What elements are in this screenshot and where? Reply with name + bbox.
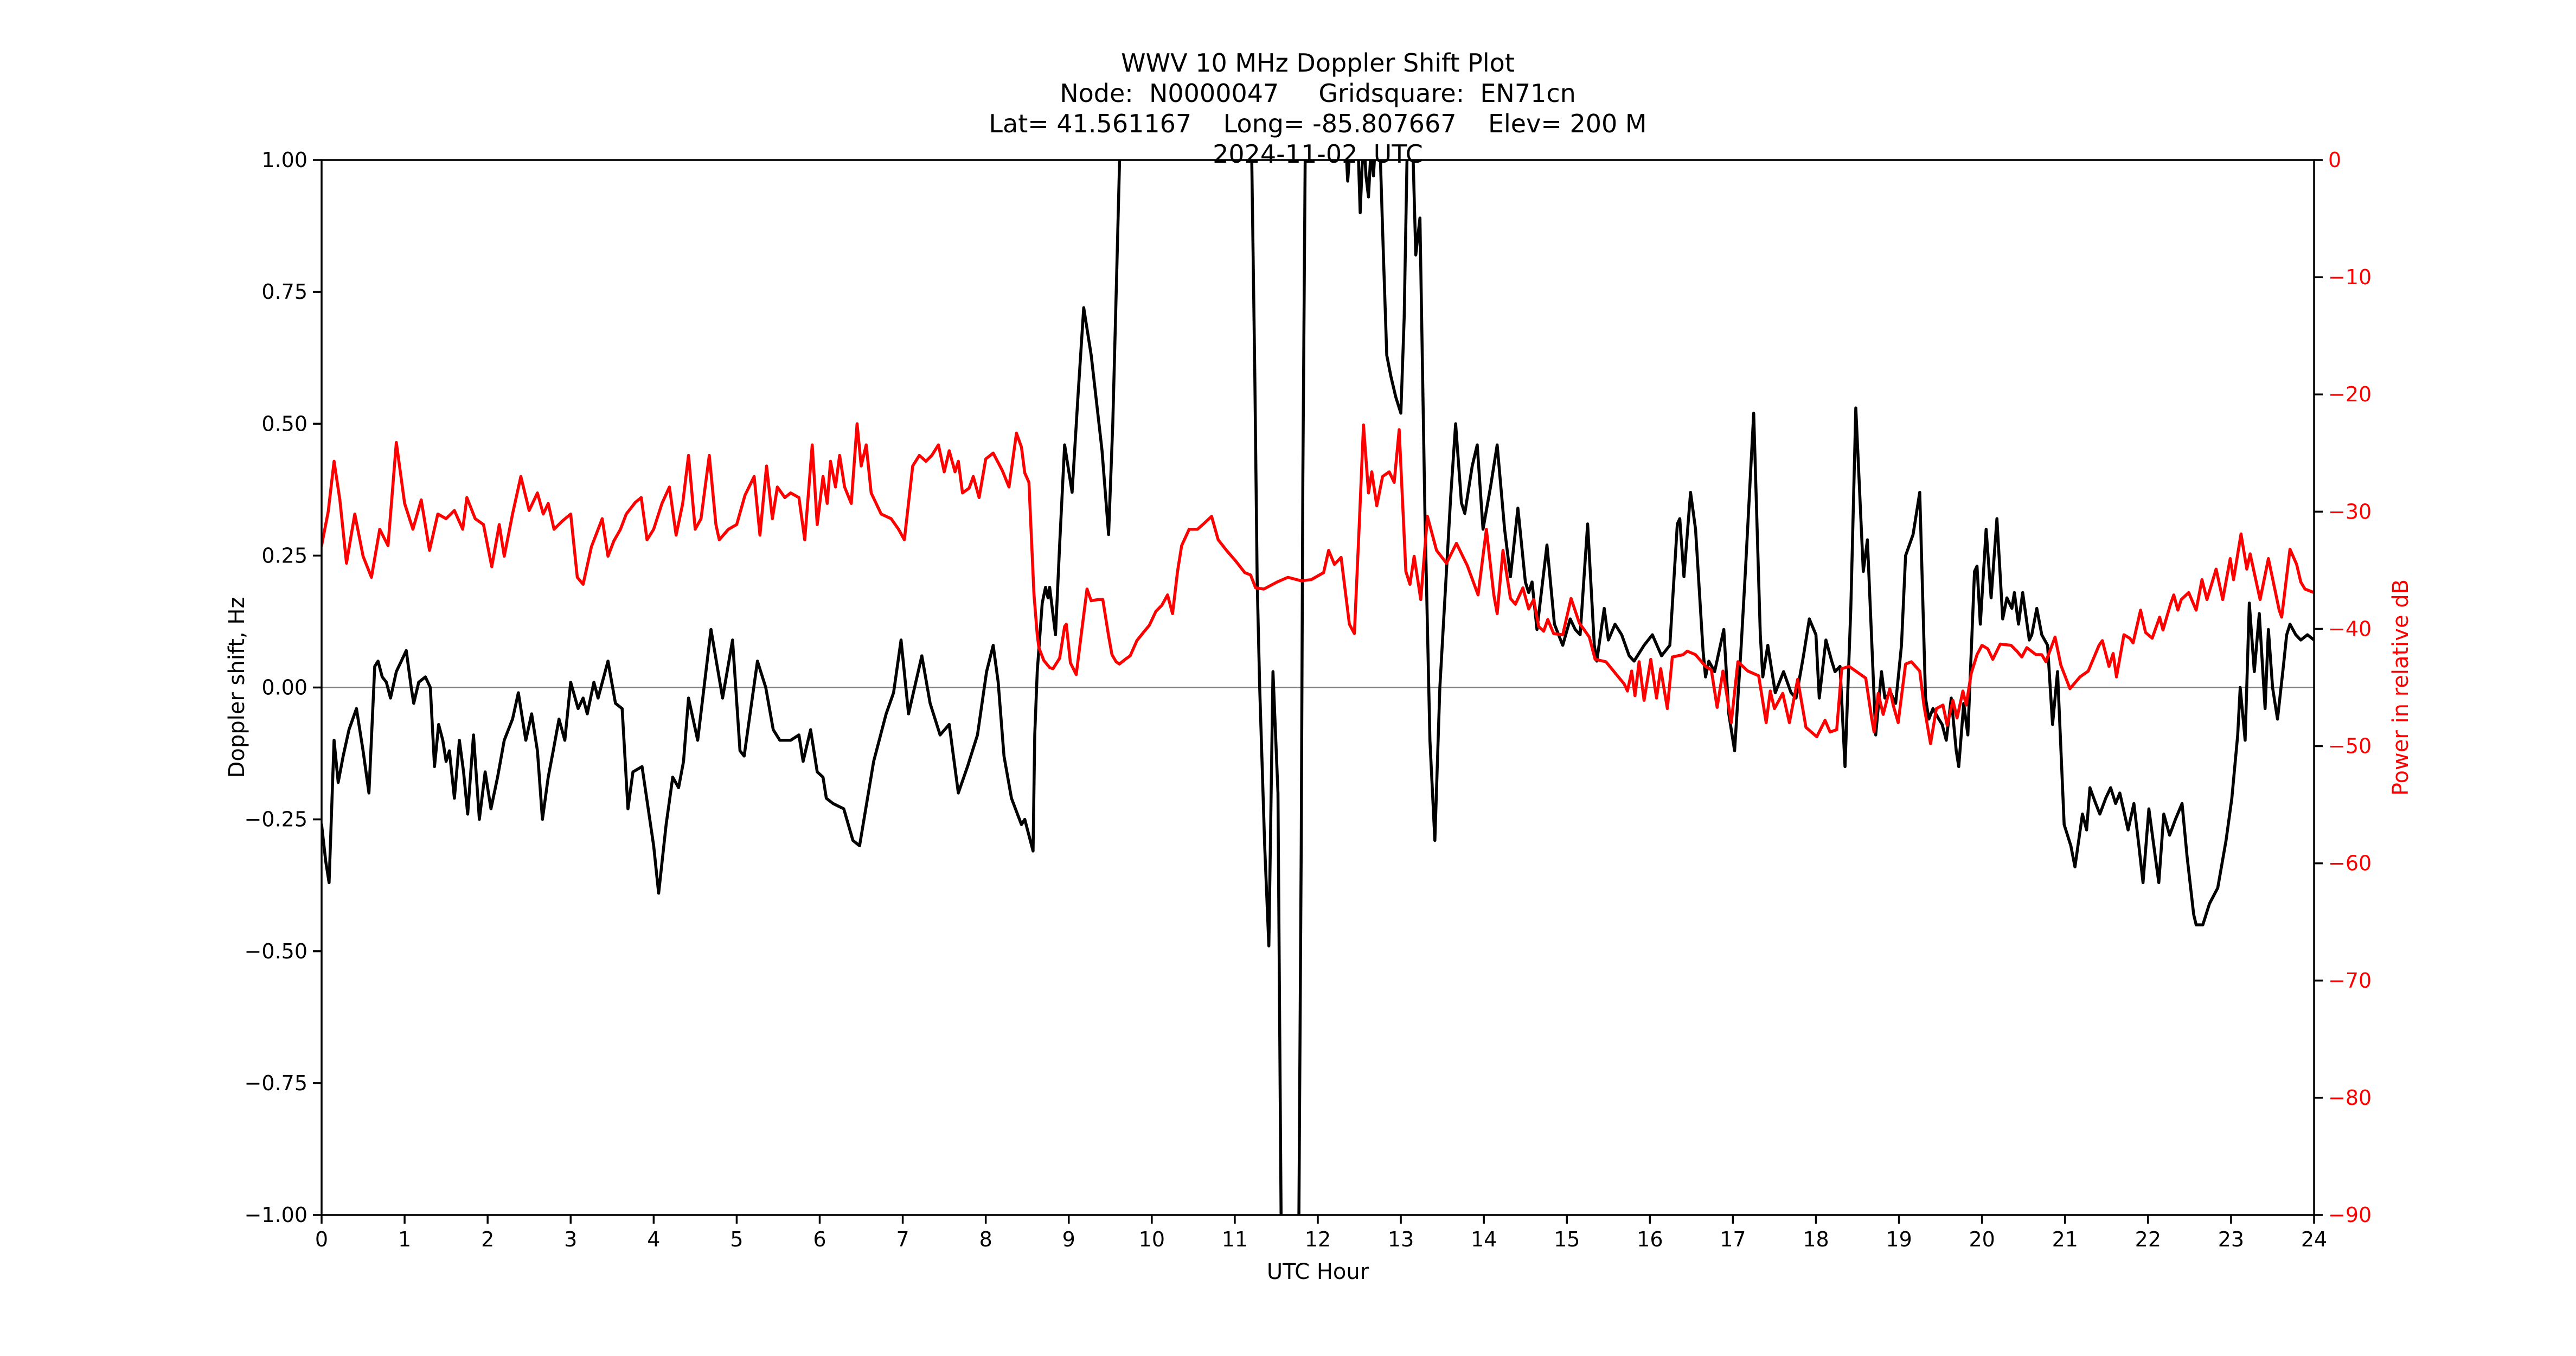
y-left-tick-label: 0.50 — [261, 412, 307, 436]
y-left-tick-label: 0.25 — [261, 543, 307, 567]
x-tick-label: 12 — [1305, 1227, 1331, 1251]
y-right-tick-label: −30 — [2328, 500, 2372, 523]
title-line-main: WWV 10 MHz Doppler Shift Plot — [1121, 48, 1515, 78]
x-tick-label: 14 — [1471, 1227, 1497, 1251]
y-left-tick-label: 0.75 — [261, 280, 307, 304]
y-right-tick-label: −20 — [2328, 382, 2372, 406]
x-tick-label: 6 — [813, 1227, 826, 1251]
y-left-tick-label: −0.75 — [245, 1071, 307, 1095]
y-left-tick-label: 1.00 — [261, 148, 307, 172]
y-right-tick-label: −40 — [2328, 617, 2372, 641]
y-left-tick-label: −1.00 — [245, 1203, 307, 1227]
title-line-node: Node: N0000047 Gridsquare: EN71cn — [1060, 79, 1576, 108]
x-tick-label: 17 — [1720, 1227, 1746, 1251]
x-tick-label: 24 — [2301, 1227, 2327, 1251]
x-tick-label: 15 — [1554, 1227, 1580, 1251]
x-tick-label: 19 — [1886, 1227, 1912, 1251]
x-tick-label: 7 — [896, 1227, 909, 1251]
y-right-tick-label: −90 — [2328, 1203, 2372, 1227]
chart-title: WWV 10 MHz Doppler Shift Plot Node: N000… — [322, 48, 2314, 169]
x-tick-label: 22 — [2135, 1227, 2161, 1251]
x-tick-label: 9 — [1062, 1227, 1075, 1251]
x-tick-label: 11 — [1222, 1227, 1248, 1251]
x-tick-label: 1 — [398, 1227, 411, 1251]
y-left-axis-label: Doppler shift, Hz — [225, 597, 249, 778]
x-tick-label: 21 — [2052, 1227, 2078, 1251]
x-tick-label: 2 — [481, 1227, 494, 1251]
y-left-tick-label: −0.25 — [245, 808, 307, 831]
title-line-date: 2024-11-02 UTC — [1213, 139, 1423, 169]
y-left-tick-label: −0.50 — [245, 939, 307, 963]
x-axis-label: UTC Hour — [1267, 1259, 1369, 1284]
y-left-tick-label: 0.00 — [261, 676, 307, 700]
x-tick-label: 18 — [1803, 1227, 1829, 1251]
title-line-location: Lat= 41.561167 Long= -85.807667 Elev= 20… — [989, 109, 1647, 138]
y-right-tick-label: −60 — [2328, 852, 2372, 875]
x-tick-label: 5 — [730, 1227, 743, 1251]
y-right-tick-label: −80 — [2328, 1086, 2372, 1110]
y-right-tick-label: −10 — [2328, 265, 2372, 289]
x-tick-label: 16 — [1637, 1227, 1663, 1251]
x-tick-label: 3 — [564, 1227, 577, 1251]
y-right-tick-label: −70 — [2328, 969, 2372, 993]
x-tick-label: 13 — [1388, 1227, 1414, 1251]
x-tick-label: 0 — [315, 1227, 328, 1251]
y-right-tick-label: 0 — [2328, 148, 2341, 172]
x-tick-label: 10 — [1139, 1227, 1165, 1251]
x-tick-label: 23 — [2218, 1227, 2244, 1251]
y-right-tick-label: −50 — [2328, 734, 2372, 758]
doppler_shift_hz-series-line — [322, 160, 2314, 1215]
x-tick-label: 20 — [1969, 1227, 1995, 1251]
y-right-axis-label: Power in relative dB — [2388, 579, 2413, 796]
x-tick-label: 4 — [647, 1227, 660, 1251]
x-tick-label: 8 — [979, 1227, 992, 1251]
power_relative_db-series-line — [322, 422, 2314, 745]
